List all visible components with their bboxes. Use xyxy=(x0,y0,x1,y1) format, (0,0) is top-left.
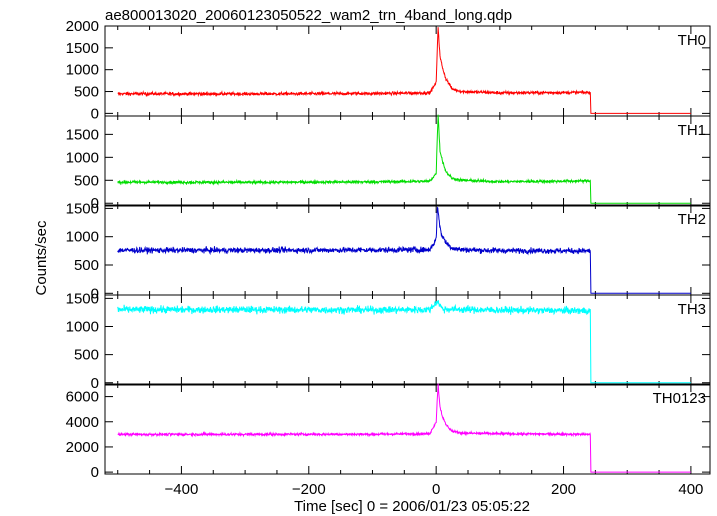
x-axis-title: Time [sec] 0 = 2006/01/23 05:05:22 xyxy=(294,498,530,515)
x-tick-label: 0 xyxy=(432,481,440,498)
y-tick-label: 1500 xyxy=(66,126,99,143)
y-tick-label: 1000 xyxy=(66,319,99,336)
panel-label-th0123: TH0123 xyxy=(653,390,706,407)
series-line-th0123 xyxy=(117,383,691,473)
x-tick-label: −200 xyxy=(292,481,326,498)
y-tick-label: 1500 xyxy=(66,290,99,307)
panel-th2: 0 500 1000 1500 TH2 xyxy=(66,200,711,302)
x-tick-label: 200 xyxy=(551,481,576,498)
panel-label-th2: TH2 xyxy=(678,211,706,228)
y-tick-label: 0 xyxy=(91,285,99,302)
y-tick-label: 500 xyxy=(74,84,99,101)
panel-label-th1: TH1 xyxy=(678,122,706,139)
y-axis-title: Counts/sec xyxy=(33,220,50,296)
y-tick-label: 0 xyxy=(91,375,99,392)
series-line-th3 xyxy=(117,300,691,384)
y-tick-label: 0 xyxy=(91,464,99,481)
series-line-th2 xyxy=(117,206,691,294)
series-line-th0 xyxy=(117,27,691,114)
y-tick-label: 6000 xyxy=(66,389,99,406)
y-tick-label: 1000 xyxy=(66,149,99,166)
y-tick-label: 1500 xyxy=(66,40,99,57)
y-tick-label: 1000 xyxy=(66,229,99,246)
series-line-th1 xyxy=(117,114,691,204)
y-tick-label: 500 xyxy=(74,257,99,274)
y-tick-label: 0 xyxy=(91,105,99,122)
y-tick-label: 2000 xyxy=(66,18,99,35)
panel-th0: 0 500 1000 1500 2000 TH0 xyxy=(66,18,711,122)
y-tick-label: 500 xyxy=(74,172,99,189)
y-tick-label: 2000 xyxy=(66,439,99,456)
x-tick-label: −400 xyxy=(165,481,199,498)
panel-frame xyxy=(104,115,711,207)
y-tick-label: 500 xyxy=(74,347,99,364)
panel-label-th0: TH0 xyxy=(678,32,706,49)
panel-frame xyxy=(104,294,711,386)
plot-title: ae800013020_20060123050522_wam2_trn_4ban… xyxy=(105,7,512,24)
y-tick-label: 4000 xyxy=(66,414,99,431)
y-tick-label: 0 xyxy=(91,195,99,212)
panel-th3: 0 500 1000 1500 TH3 xyxy=(66,290,711,392)
panel-th1: 0 500 1000 1500 TH1 xyxy=(66,114,711,212)
panel-frame xyxy=(104,383,711,475)
panel-frame xyxy=(104,25,711,117)
y-tick-label: 1500 xyxy=(66,200,99,217)
y-tick-label: 1000 xyxy=(66,62,99,79)
panel-th0123: 0 2000 4000 6000 TH0123 xyxy=(66,383,711,481)
x-tick-label: 400 xyxy=(678,481,703,498)
panel-label-th3: TH3 xyxy=(678,301,706,318)
